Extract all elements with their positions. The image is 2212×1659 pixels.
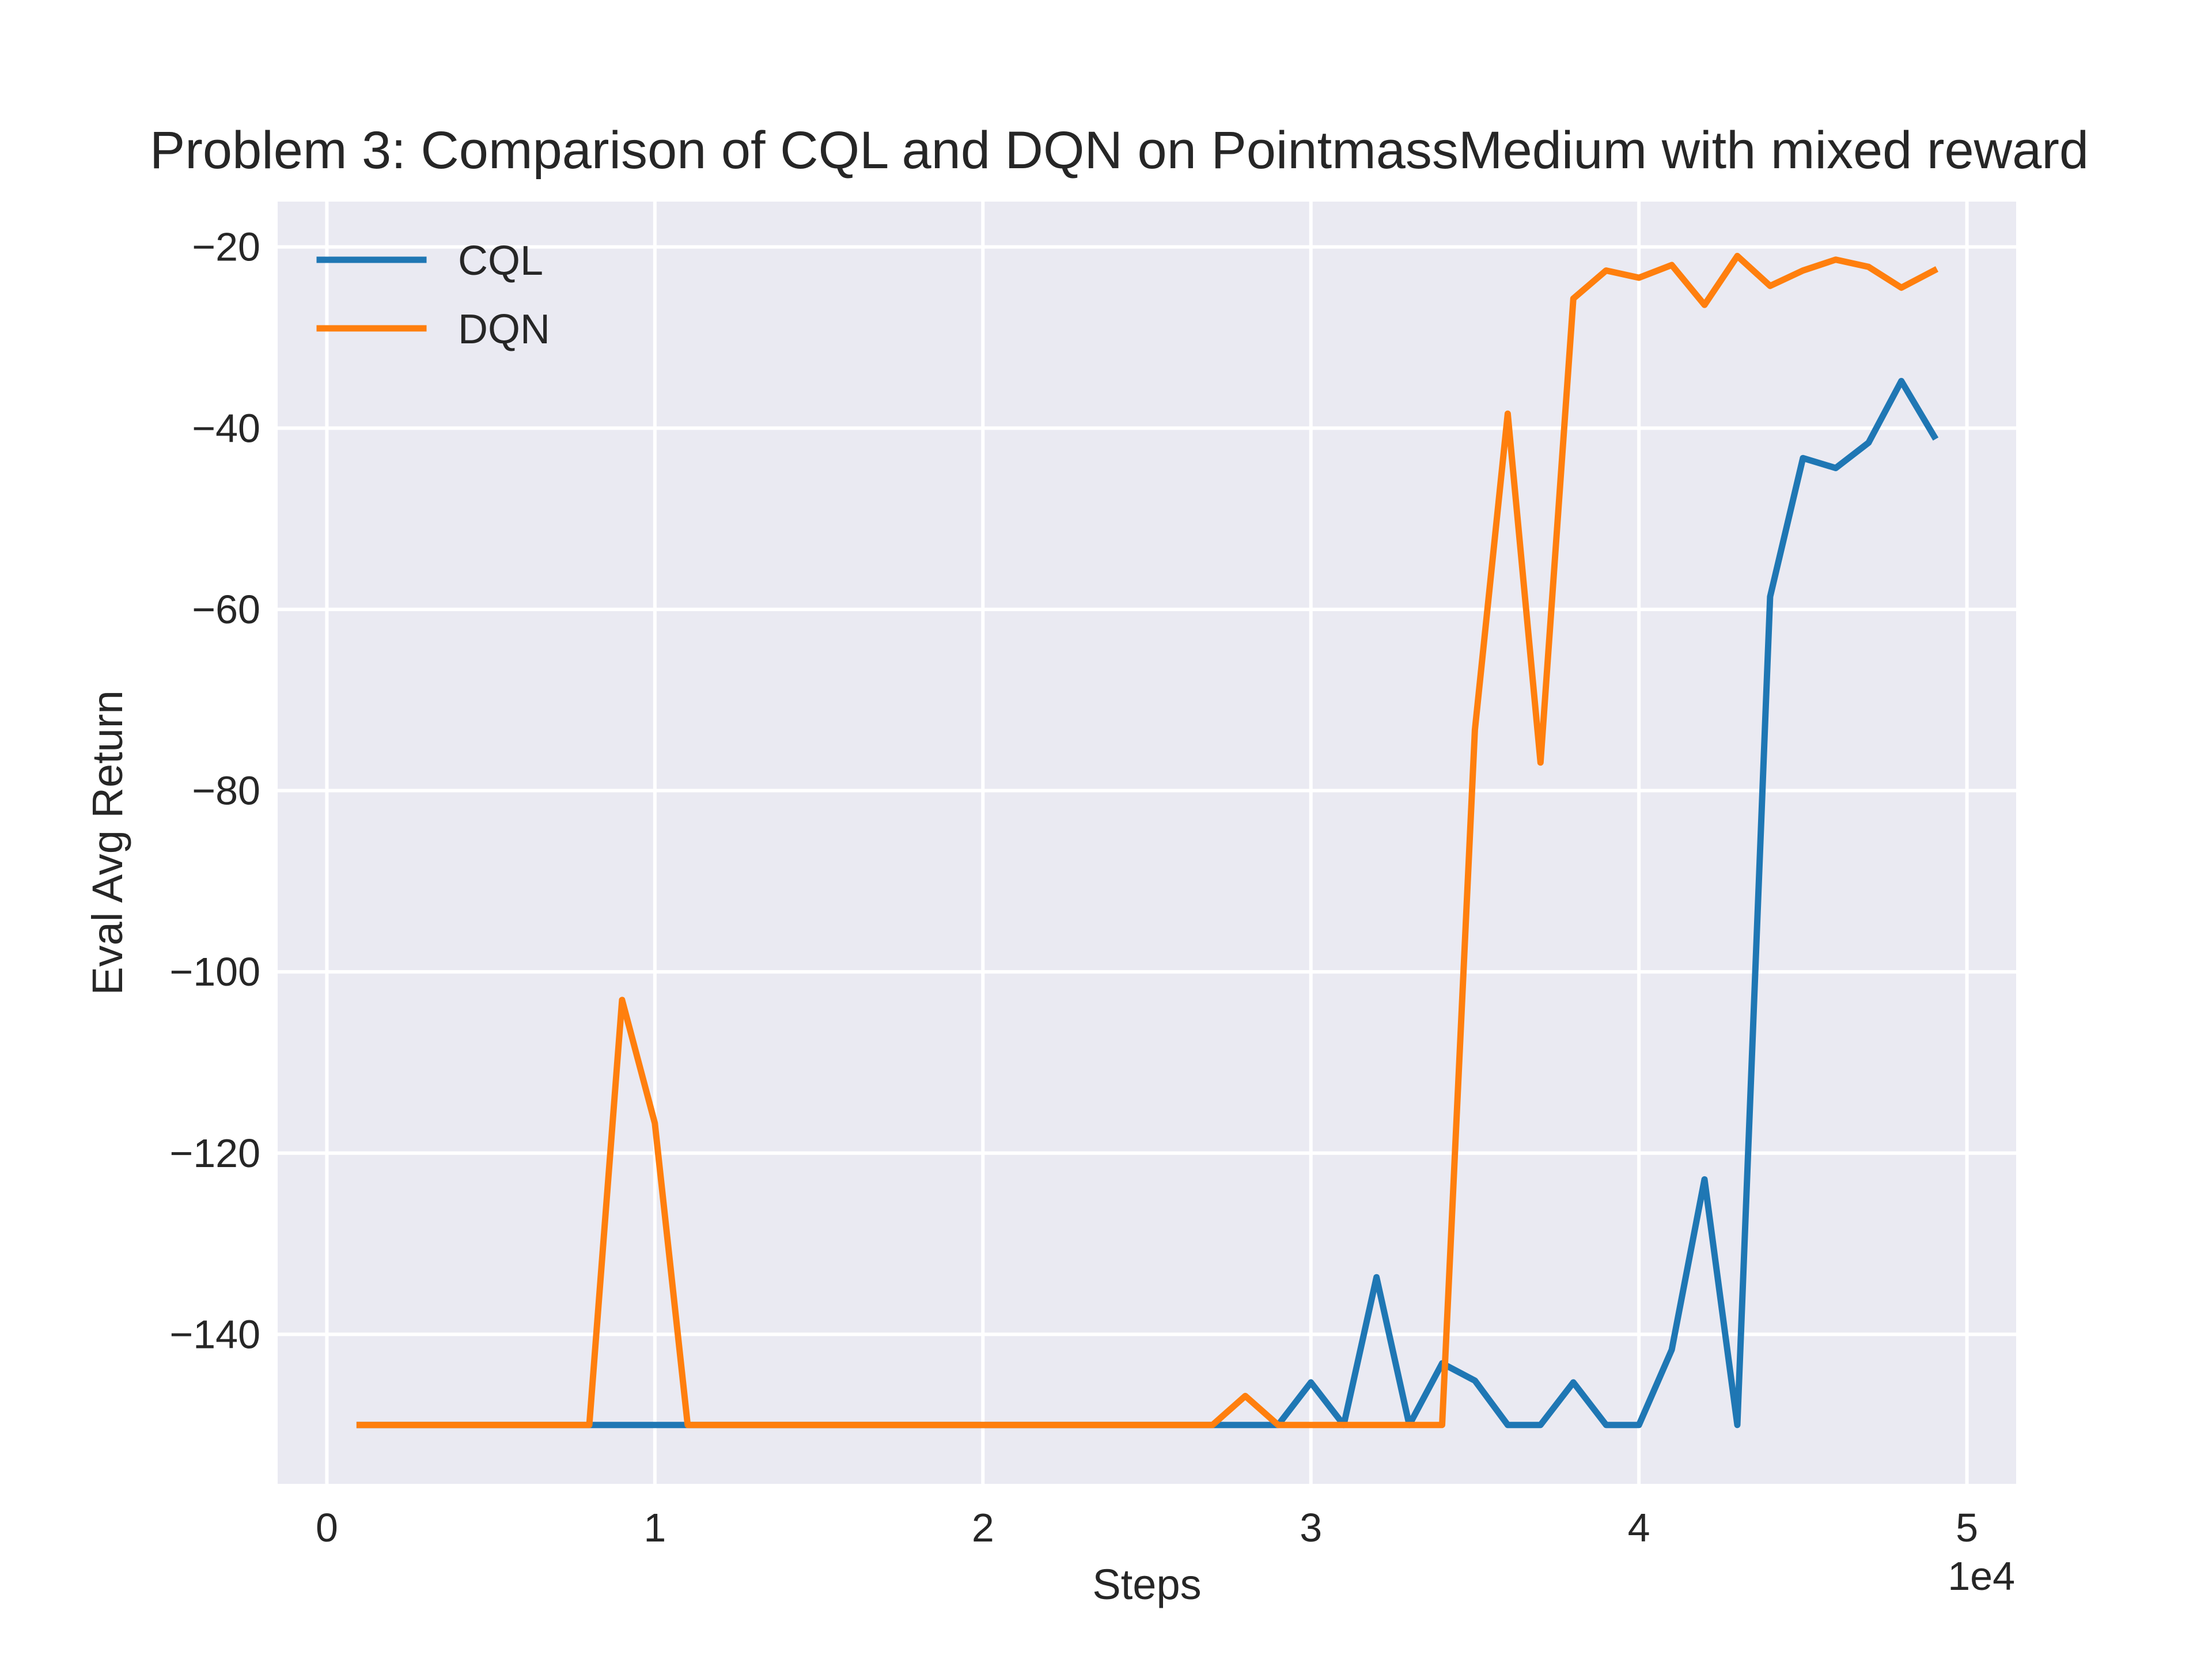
chart-title: Problem 3: Comparison of CQL and DQN on … bbox=[150, 121, 2089, 180]
series-layer bbox=[356, 252, 1939, 1429]
y-tick-label: −20 bbox=[192, 225, 260, 270]
x-tick-label: 0 bbox=[316, 1505, 338, 1550]
y-tick-label: −100 bbox=[169, 949, 260, 994]
plot-area bbox=[278, 202, 2016, 1484]
y-tick-label: −80 bbox=[192, 768, 260, 813]
grid bbox=[278, 202, 2016, 1484]
tick-labels: 0 1 2 3 4 5 −140 −120 −100 −80 −60 −40 −20 bbox=[169, 225, 1978, 1550]
legend-label-dqn: DQN bbox=[458, 306, 550, 353]
x-tick-label: 4 bbox=[1628, 1505, 1650, 1550]
x-tick-label: 2 bbox=[972, 1505, 994, 1550]
y-tick-label: −60 bbox=[192, 587, 260, 632]
y-tick-label: −40 bbox=[192, 406, 260, 450]
x-tick-label: 5 bbox=[1956, 1505, 1978, 1550]
legend: CQL DQN bbox=[316, 238, 550, 353]
x-offset-label: 1e4 bbox=[1948, 1554, 2015, 1599]
legend-label-cql: CQL bbox=[458, 238, 543, 284]
y-tick-label: −140 bbox=[169, 1312, 260, 1357]
y-tick-label: −120 bbox=[169, 1131, 260, 1176]
x-tick-label: 3 bbox=[1300, 1505, 1322, 1550]
x-axis-label: Steps bbox=[1092, 1560, 1201, 1608]
x-tick-label: 1 bbox=[643, 1505, 666, 1550]
series-line-dqn bbox=[356, 252, 1939, 1429]
y-axis-label: Eval Avg Return bbox=[84, 690, 131, 995]
